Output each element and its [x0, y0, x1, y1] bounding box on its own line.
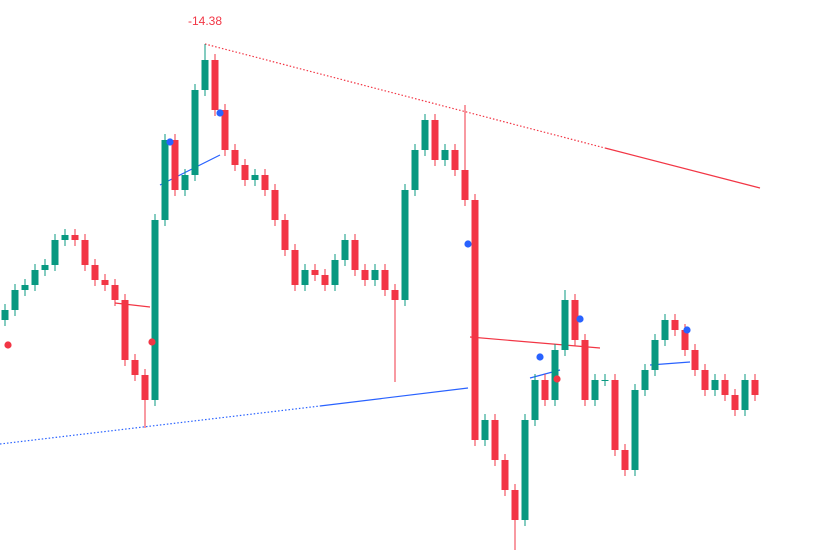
candle-body [641, 370, 649, 390]
candle-body [191, 90, 199, 175]
candle-body [751, 380, 759, 395]
trend-line [0, 405, 321, 445]
candle-body [51, 240, 59, 265]
trend-line [469, 336, 601, 349]
candle-body [331, 260, 339, 285]
trend-line [159, 154, 221, 186]
candle-body [731, 395, 739, 410]
candle-body [251, 175, 259, 180]
candle-body [481, 420, 489, 440]
candle-body [271, 190, 279, 220]
candle-body [571, 300, 579, 340]
candle-body [131, 360, 139, 375]
trend-line [604, 147, 761, 189]
candle-body [691, 350, 699, 370]
candle-body [521, 420, 529, 520]
candle-body [711, 380, 719, 390]
signal-marker [576, 315, 584, 323]
candle-body [431, 120, 439, 160]
candle-body [71, 235, 79, 240]
candle-body [501, 460, 509, 490]
candle-body [681, 330, 689, 350]
candle-body [661, 320, 669, 340]
candle-body [361, 270, 369, 280]
candle-body [461, 170, 469, 200]
candle-body [111, 285, 119, 300]
candle-body [471, 200, 479, 440]
candle-body [551, 350, 559, 400]
candle-body [311, 270, 319, 275]
candle-body [101, 280, 109, 285]
candle-body [381, 270, 389, 290]
candle-body [121, 300, 129, 360]
candle-body [421, 120, 429, 150]
candle-body [321, 275, 329, 285]
signal-marker [683, 326, 691, 334]
signal-marker [4, 341, 12, 349]
candle-body [21, 285, 29, 290]
candle-body [31, 270, 39, 285]
candle-body [61, 235, 69, 240]
candle-body [371, 270, 379, 280]
candle-body [1, 310, 9, 320]
trend-line [204, 43, 606, 149]
candle-body [441, 150, 449, 160]
candle-body [11, 290, 19, 310]
candle-body [671, 320, 679, 330]
candle-body [231, 150, 239, 165]
signal-marker [216, 109, 224, 117]
candle-body [181, 175, 189, 190]
candle-body [301, 270, 309, 285]
candle-body [601, 380, 609, 381]
candle-body [651, 340, 659, 370]
candle-body [201, 60, 209, 90]
candle-body [171, 140, 179, 190]
candle-body [631, 390, 639, 470]
signal-marker [464, 240, 472, 248]
candle-body [161, 140, 169, 220]
candle-body [611, 380, 619, 450]
candle-body [241, 165, 249, 180]
candle-body [591, 380, 599, 400]
candle-body [281, 220, 289, 250]
candle-body [581, 340, 589, 400]
candle-body [451, 150, 459, 170]
candle-body [261, 175, 269, 190]
candle-body [141, 375, 149, 400]
candle-body [531, 380, 539, 420]
signal-marker [148, 338, 156, 346]
trend-line [319, 387, 469, 407]
candle-body [401, 190, 409, 300]
candle-body [81, 240, 89, 265]
candle-body [701, 370, 709, 390]
candle-body [41, 265, 49, 270]
candle-body [91, 265, 99, 280]
candle-body [411, 150, 419, 190]
trend-line [114, 302, 151, 308]
candle-body [561, 300, 569, 350]
annotation: -14.38 [188, 14, 222, 28]
candle-body [221, 110, 229, 150]
candle-body [511, 490, 519, 520]
signal-marker [553, 375, 561, 383]
candle-body [621, 450, 629, 470]
candle-body [491, 420, 499, 460]
candle-body [741, 380, 749, 410]
candle-body [391, 290, 399, 300]
signal-marker [536, 353, 544, 361]
signal-marker [166, 138, 174, 146]
candle-body [291, 250, 299, 285]
candle-body [211, 60, 219, 110]
candle-body [351, 240, 359, 270]
candle-body [721, 380, 729, 395]
candle-body [151, 220, 159, 400]
candle-body [541, 380, 549, 400]
candle-body [341, 240, 349, 260]
